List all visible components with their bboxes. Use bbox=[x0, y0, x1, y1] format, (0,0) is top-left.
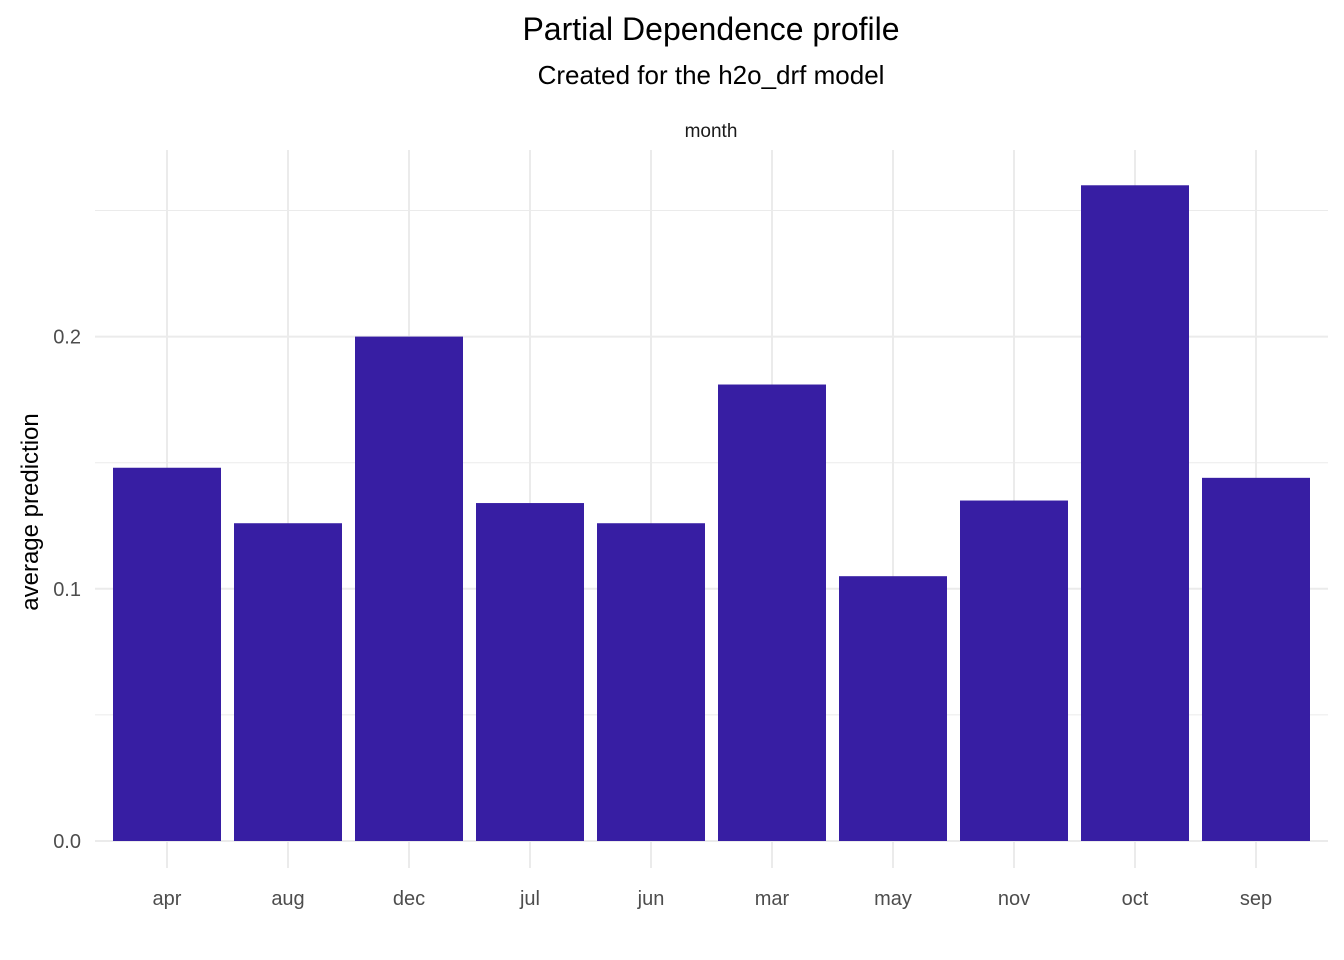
y-axis-title: average prediction bbox=[17, 413, 44, 610]
chart-subtitle: Created for the h2o_drf model bbox=[538, 60, 885, 90]
x-tick-label: aug bbox=[271, 888, 304, 910]
bar-dec bbox=[355, 336, 463, 841]
bars-layer bbox=[113, 185, 1310, 841]
bar-oct bbox=[1081, 185, 1189, 841]
bar-jun bbox=[597, 523, 705, 841]
bar-mar bbox=[718, 384, 826, 841]
bar-aug bbox=[234, 523, 342, 841]
bar-sep bbox=[1202, 477, 1310, 841]
x-tick-label: jul bbox=[519, 888, 540, 910]
x-tick-label: may bbox=[874, 888, 912, 910]
chart-title: Partial Dependence profile bbox=[522, 11, 899, 47]
facet-strip-label: month bbox=[685, 121, 738, 142]
bar-may bbox=[839, 576, 947, 841]
y-tick-label: 0.0 bbox=[53, 831, 81, 853]
x-tick-label: dec bbox=[393, 888, 425, 910]
y-tick-label: 0.1 bbox=[53, 579, 81, 601]
x-tick-label: nov bbox=[998, 888, 1030, 910]
ticks-layer: 0.0 0.1 0.2 apr aug dec jul jun mar may nov oct sep bbox=[53, 327, 1272, 910]
bar-apr bbox=[113, 467, 221, 841]
bar-nov bbox=[960, 500, 1068, 841]
x-tick-label: oct bbox=[1122, 888, 1149, 910]
bar-jul bbox=[476, 503, 584, 841]
x-tick-label: jun bbox=[637, 888, 665, 910]
x-tick-label: apr bbox=[153, 888, 182, 910]
x-tick-label: sep bbox=[1240, 888, 1272, 910]
y-tick-label: 0.2 bbox=[53, 327, 81, 349]
x-tick-label: mar bbox=[755, 888, 790, 910]
